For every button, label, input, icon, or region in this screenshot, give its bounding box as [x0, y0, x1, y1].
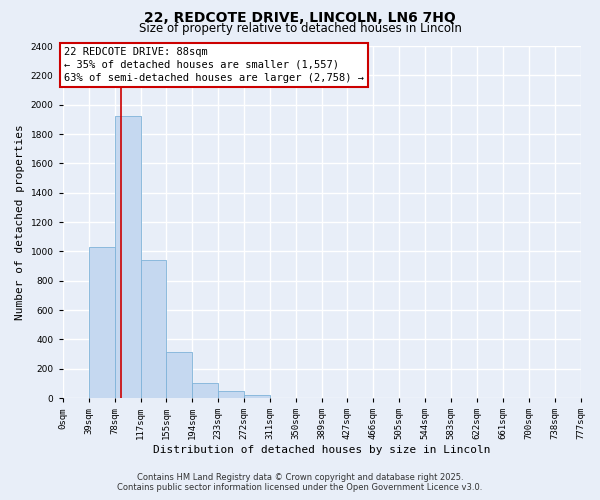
Bar — [244, 395, 270, 398]
Text: Contains HM Land Registry data © Crown copyright and database right 2025.
Contai: Contains HM Land Registry data © Crown c… — [118, 473, 482, 492]
Bar — [89, 247, 115, 398]
Bar — [166, 352, 192, 398]
Text: Size of property relative to detached houses in Lincoln: Size of property relative to detached ho… — [139, 22, 461, 35]
Text: 22, REDCOTE DRIVE, LINCOLN, LN6 7HQ: 22, REDCOTE DRIVE, LINCOLN, LN6 7HQ — [144, 11, 456, 25]
Y-axis label: Number of detached properties: Number of detached properties — [15, 124, 25, 320]
Bar — [140, 260, 166, 398]
Text: 22 REDCOTE DRIVE: 88sqm
← 35% of detached houses are smaller (1,557)
63% of semi: 22 REDCOTE DRIVE: 88sqm ← 35% of detache… — [64, 46, 364, 83]
X-axis label: Distribution of detached houses by size in Lincoln: Distribution of detached houses by size … — [153, 445, 490, 455]
Bar — [192, 383, 218, 398]
Bar — [218, 391, 244, 398]
Bar — [115, 116, 140, 398]
